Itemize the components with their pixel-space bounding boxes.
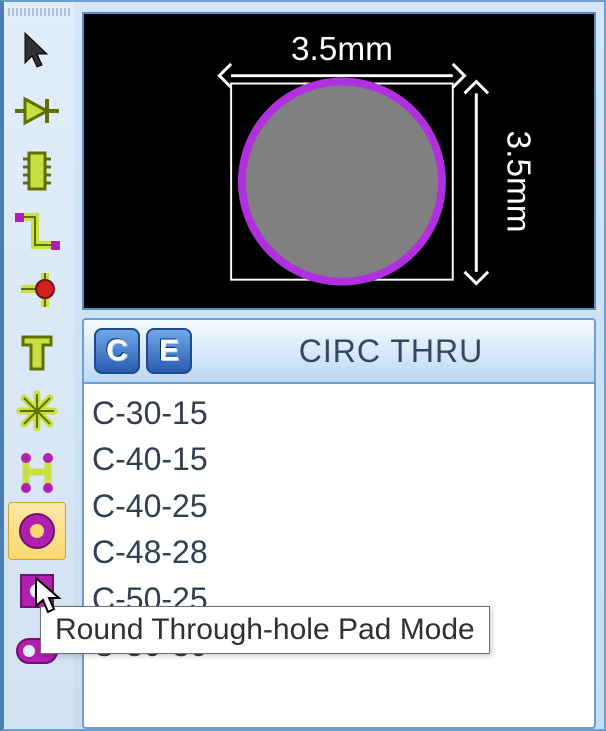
ic-icon bbox=[17, 147, 57, 195]
list-header: C E CIRC THRU bbox=[84, 320, 594, 384]
dim-right-text: 3.5mm bbox=[500, 131, 537, 233]
pad-shape bbox=[242, 82, 442, 282]
star-tool[interactable] bbox=[8, 382, 66, 440]
dim-top-text: 3.5mm bbox=[291, 31, 393, 68]
probe-icon bbox=[13, 267, 61, 315]
cursor-icon bbox=[17, 29, 57, 73]
round-pad-icon bbox=[15, 509, 59, 553]
trace-icon bbox=[13, 207, 61, 255]
jumper-tool[interactable] bbox=[8, 442, 66, 500]
text-icon bbox=[17, 329, 57, 373]
list-title: CIRC THRU bbox=[198, 333, 584, 370]
preview-canvas: 3.5mm 3.5mm bbox=[84, 14, 594, 308]
trace-tool[interactable] bbox=[8, 202, 66, 260]
ic-tool[interactable] bbox=[8, 142, 66, 200]
asterisk-icon bbox=[14, 388, 60, 434]
toolbar-grip[interactable] bbox=[8, 8, 70, 16]
create-button[interactable]: C bbox=[94, 328, 140, 374]
pad-preview: 3.5mm 3.5mm bbox=[82, 12, 596, 310]
list-item[interactable]: C-30-15 bbox=[92, 390, 586, 436]
list-item[interactable]: C-40-15 bbox=[92, 436, 586, 482]
jumper-icon bbox=[14, 448, 60, 494]
text-tool[interactable] bbox=[8, 322, 66, 380]
diode-icon bbox=[13, 91, 61, 131]
select-tool[interactable] bbox=[8, 22, 66, 80]
diode-tool[interactable] bbox=[8, 82, 66, 140]
edit-button[interactable]: E bbox=[146, 328, 192, 374]
round-thru-pad-tool[interactable] bbox=[8, 502, 66, 560]
list-item[interactable]: C-48-28 bbox=[92, 529, 586, 575]
pad-list[interactable]: C-30-15 C-40-15 C-40-25 C-48-28 C-50-25 … bbox=[84, 384, 594, 727]
pad-list-panel: C E CIRC THRU C-30-15 C-40-15 C-40-25 C-… bbox=[82, 318, 596, 729]
list-item[interactable]: C-40-25 bbox=[92, 483, 586, 529]
probe-tool[interactable] bbox=[8, 262, 66, 320]
tooltip: Round Through-hole Pad Mode bbox=[40, 606, 490, 654]
